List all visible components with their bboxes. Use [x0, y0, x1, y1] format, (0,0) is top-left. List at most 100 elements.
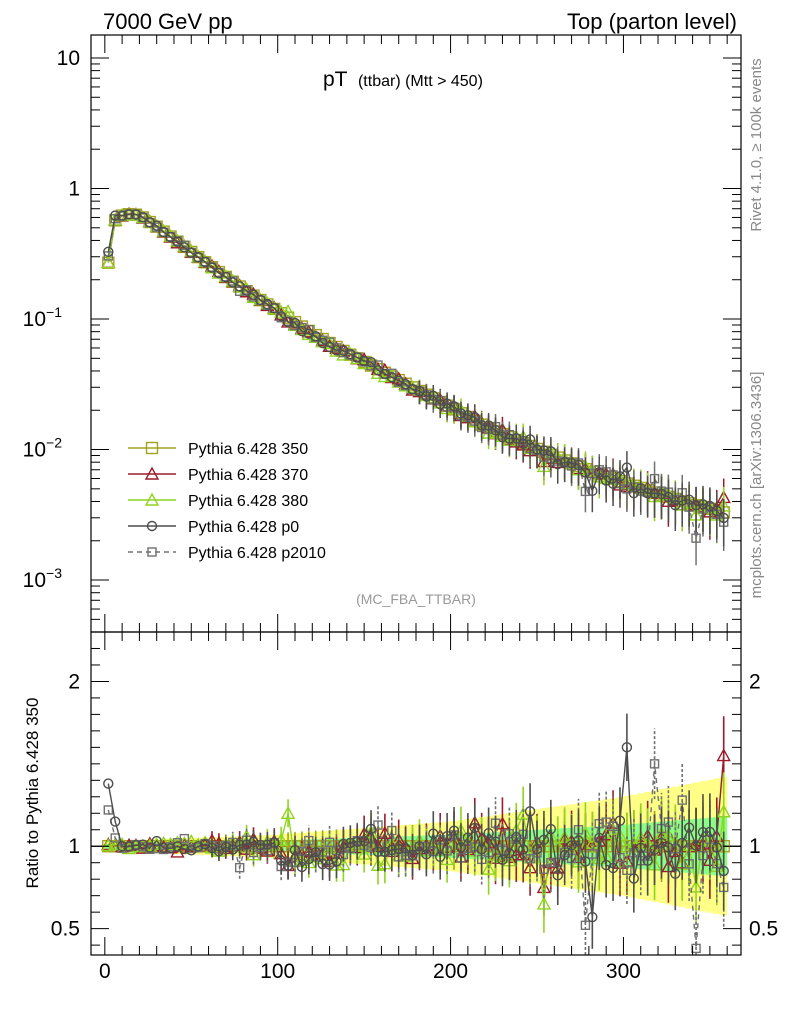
ratio-point-3	[517, 844, 529, 855]
legend-marker	[147, 547, 157, 557]
y-tick-label: 10−1	[23, 304, 63, 331]
main-point-3	[573, 459, 584, 471]
ratio-point-4	[103, 805, 113, 815]
legend-label: Pythia 6.428 350	[188, 441, 308, 458]
ratio-point-4	[622, 865, 632, 875]
ratio-point-3	[455, 842, 467, 853]
main-point-3	[594, 467, 605, 478]
legend-marker	[145, 441, 159, 455]
main-point-3	[400, 378, 411, 390]
y-tick-label-mantissa: 10	[23, 439, 46, 462]
ratio-point-3	[220, 841, 232, 853]
ratio-plot-panel: 0.5 0.5 1 1 2 2 0 100 200 300 Ratio to Pythia 6.4…	[23, 631, 778, 983]
ratio-point-3	[670, 868, 681, 879]
y-tick-label: 10−3	[23, 565, 63, 592]
main-point-3	[303, 328, 315, 339]
main-point-2	[101, 255, 116, 269]
main-plot-data	[101, 206, 731, 566]
ratio-point-3	[642, 855, 653, 866]
main-point-3	[455, 408, 467, 419]
main-point-3	[296, 325, 308, 337]
legend-entry-4: Pythia 6.428 p2010	[128, 545, 326, 562]
ratio-point-3	[172, 841, 183, 852]
ratio-point-3	[448, 825, 460, 836]
ratio-point-2	[246, 847, 261, 861]
main-point-3	[220, 271, 232, 283]
ratio-y-tick-label: 0.5	[51, 918, 80, 941]
ratio-point-3	[269, 837, 280, 849]
y-tick-label: 1	[68, 178, 80, 201]
ratio-point-3	[718, 865, 729, 877]
y-tick-label-mantissa: 1	[68, 178, 80, 201]
main-point-3	[497, 431, 508, 443]
legend-marker	[144, 492, 160, 506]
main-plot-frame	[90, 34, 742, 633]
main-point-3	[275, 311, 287, 322]
x-tick-label: 100	[260, 960, 295, 983]
ratio-point-3	[331, 856, 342, 867]
main-point-3	[165, 231, 176, 243]
ratio-point-4	[234, 862, 245, 873]
ratio-point-3	[421, 849, 432, 860]
mcplots-citation: mcplots.cern.ch [arXiv:1306.3436]	[748, 372, 765, 599]
main-point-3	[310, 331, 321, 342]
ratio-point-4	[649, 759, 660, 769]
y-tick-label-exponent: −3	[46, 565, 62, 581]
main-point-4	[234, 286, 245, 296]
ratio-point-2	[536, 896, 552, 910]
main-point-3	[490, 424, 501, 436]
ratio-ylabel: Ratio to Pythia 6.428 350	[23, 698, 42, 889]
ratio-point-3	[663, 842, 674, 853]
x-tick-label: 0	[99, 960, 111, 983]
legend-label: Pythia 6.428 380	[188, 493, 308, 510]
main-point-3	[206, 262, 218, 273]
ratio-point-3	[538, 834, 550, 846]
ratio-point-3	[683, 822, 695, 833]
ratio-point-3	[573, 835, 584, 846]
ratio-point-3	[414, 841, 425, 852]
main-line-4	[107, 213, 725, 539]
ratio-point-3	[511, 831, 522, 843]
ratio-y-tick-label-right: 1	[749, 835, 761, 858]
legend-entry-0: Pythia 6.428 350	[128, 441, 308, 458]
ratio-y-tick-label: 2	[68, 670, 80, 693]
plot-title-main: pT	[323, 68, 348, 91]
main-point-3	[718, 512, 729, 524]
ratio-point-3	[428, 828, 439, 839]
ratio-point-4	[324, 837, 335, 848]
ratio-line-3	[107, 747, 725, 918]
y-tick-label-mantissa: 10	[57, 47, 80, 70]
main-point-3	[621, 462, 633, 473]
ratio-point-3	[462, 832, 474, 843]
ratio-point-3	[248, 836, 259, 848]
main-point-3	[103, 246, 114, 257]
main-point-3	[711, 505, 722, 517]
main-point-3	[670, 499, 681, 511]
main-point-4	[691, 533, 701, 543]
legend: Pythia 6.428 350 Pythia 6.428 370 Pythia 6…	[128, 441, 326, 562]
main-point-3	[469, 412, 480, 423]
ratio-point-4	[525, 854, 535, 864]
ratio-point-3	[407, 849, 418, 861]
ratio-point-3	[635, 842, 646, 854]
main-point-3	[587, 485, 598, 497]
rivet-version-label: Rivet 4.1.0, ≥ 100k events	[748, 58, 765, 231]
ratio-point-3	[469, 822, 480, 834]
legend-entry-3: Pythia 6.428 p0	[128, 519, 299, 536]
main-point-3	[704, 500, 716, 512]
legend-label: Pythia 6.428 p2010	[188, 545, 326, 562]
ratio-point-3	[649, 844, 660, 855]
ratio-plot-data	[91, 713, 741, 955]
ratio-point-3	[303, 853, 315, 865]
ratio-point-3	[711, 842, 722, 853]
ratio-point-2	[688, 879, 704, 893]
plot-title: pT (ttbar) (Mtt > 450)	[323, 68, 483, 91]
main-point-3	[580, 467, 591, 478]
ratio-point-4	[677, 795, 687, 805]
series-3-ratio	[103, 713, 729, 949]
ratio-point-3	[192, 841, 204, 852]
ratio-point-3	[289, 844, 301, 856]
main-line-3	[107, 213, 725, 519]
y-tick-label: 10−2	[23, 435, 63, 462]
